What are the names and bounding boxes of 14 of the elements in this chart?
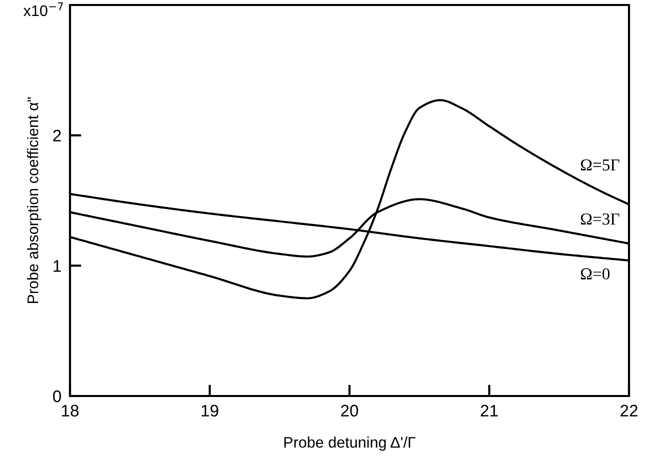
- series-label: Ω=0: [580, 268, 610, 280]
- series-label: Ω=5Γ: [580, 159, 620, 171]
- y-tick-label: 0: [53, 390, 62, 402]
- y-tick-label: 1: [54, 260, 61, 272]
- x-tick-label: 22: [620, 404, 638, 416]
- text: x10$^{−7}$: [23, 2, 63, 16]
- x-axis-title: Probe detuning Δ'/Γ: [284, 436, 416, 451]
- x-tick-label: 20: [341, 404, 358, 417]
- y-axis-title: Probe absorption coefficient α": [27, 97, 42, 304]
- x-tick-label: 19: [202, 404, 218, 417]
- series-label: Ω=3Γ: [580, 213, 620, 225]
- y-tick-label: 2: [53, 130, 61, 142]
- x-tick-label: 21: [480, 404, 498, 416]
- x-tick-label: 18: [62, 404, 79, 417]
